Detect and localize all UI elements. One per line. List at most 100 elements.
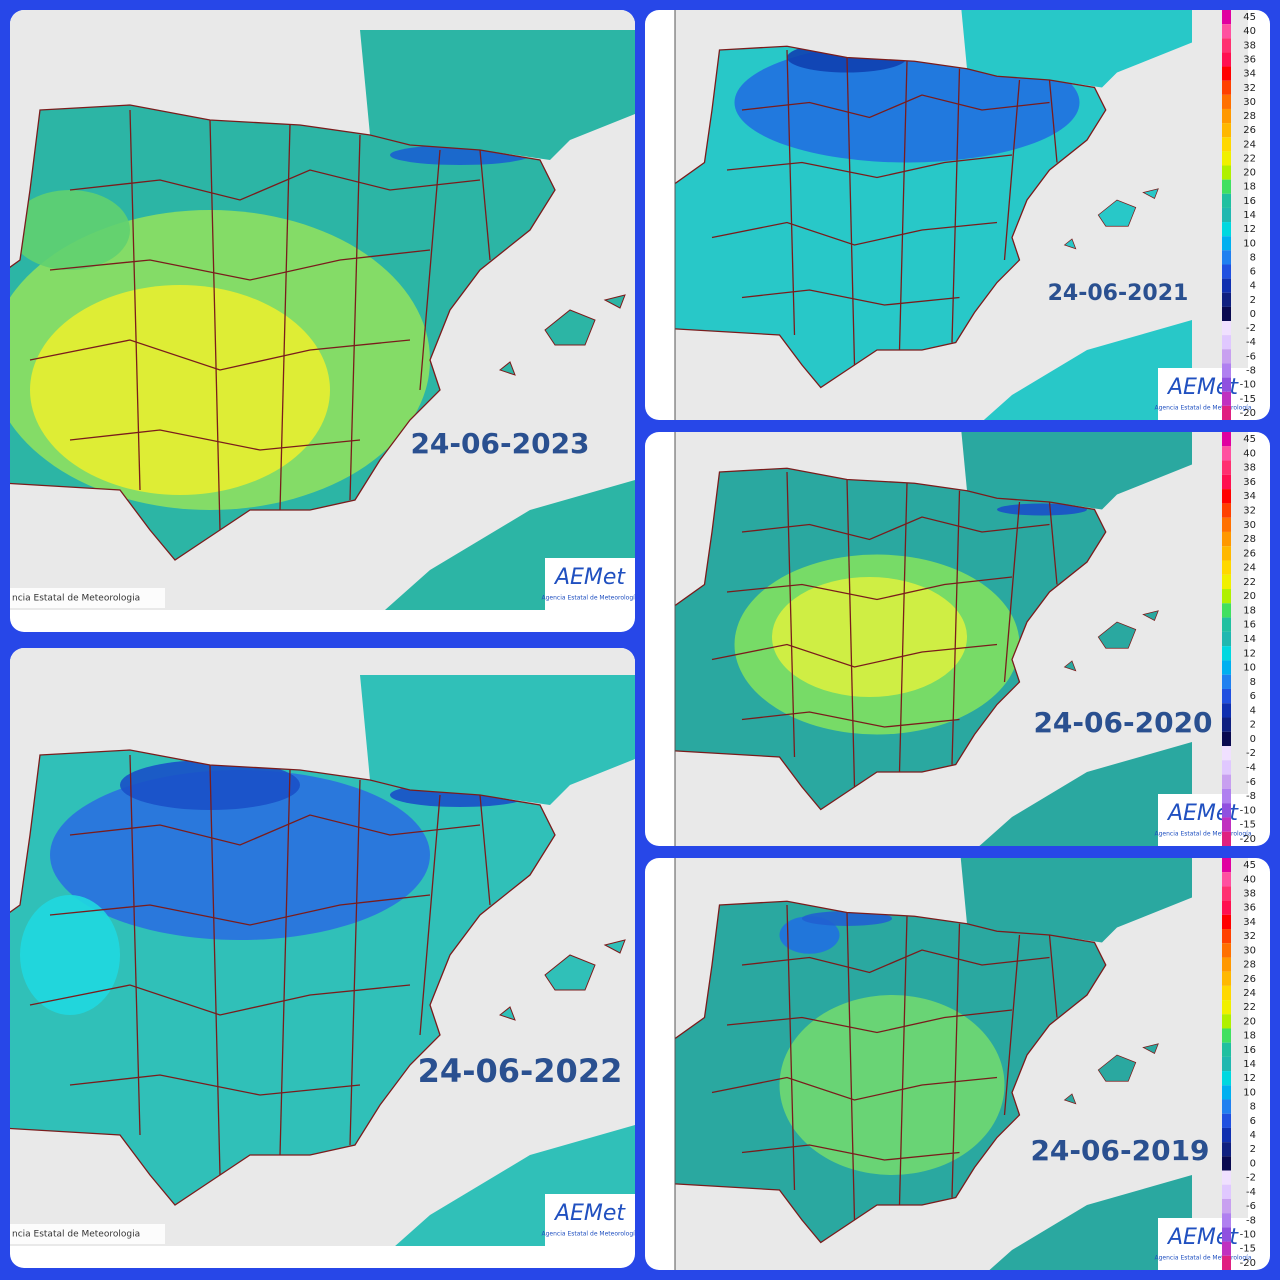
map-area: [675, 858, 1248, 1270]
legend-label: -15: [1240, 1244, 1256, 1255]
province-border: [951, 490, 961, 765]
legend-swatch: [1222, 746, 1231, 761]
legend-label: 32: [1243, 506, 1256, 517]
map: [10, 675, 635, 1246]
legend-swatch: [1222, 292, 1231, 307]
legend-label: 40: [1243, 448, 1256, 459]
legend-label: 4: [1250, 705, 1256, 716]
legend-swatch: [1222, 803, 1231, 818]
legend-swatch: [1222, 603, 1231, 618]
legend-label: 0: [1250, 734, 1256, 745]
legend-swatch: [1222, 660, 1231, 675]
province-border: [1003, 934, 1021, 1116]
temperature-area: [30, 285, 330, 495]
legend-swatch: [1222, 858, 1231, 873]
legend-swatch: [1222, 943, 1231, 958]
legend-swatch: [1222, 1198, 1231, 1214]
france: [959, 432, 1192, 510]
legend-swatch: [1222, 250, 1231, 265]
legend-swatch: [1222, 831, 1231, 846]
province-border: [69, 814, 481, 846]
legend-label: 30: [1243, 97, 1256, 108]
logo: AEMet: [553, 565, 626, 590]
province-border: [741, 711, 960, 728]
legend-label: -2: [1246, 748, 1256, 759]
province-border: [279, 769, 291, 1156]
legend-swatch: [1222, 193, 1231, 208]
logo-box: [1158, 368, 1248, 420]
legend-swatch: [1222, 165, 1231, 180]
africa: [340, 1115, 635, 1246]
legend-label: 14: [1243, 1059, 1256, 1070]
legend-label: 32: [1243, 931, 1256, 942]
legend-swatch: [1222, 788, 1231, 804]
legend-label: 40: [1243, 874, 1256, 885]
legend-swatch: [1222, 1213, 1231, 1228]
legend-swatch: [1222, 731, 1231, 747]
legend-swatch: [1222, 52, 1231, 67]
legend-label: -4: [1246, 337, 1256, 348]
legend-label: -8: [1246, 366, 1256, 377]
legend-swatch: [1222, 1056, 1231, 1072]
province-border: [726, 576, 1013, 601]
legend-label: 20: [1243, 591, 1256, 602]
map: [675, 858, 1192, 1270]
legend-label: 36: [1243, 54, 1256, 65]
legend-label: 2: [1250, 1144, 1256, 1155]
legend-label: 16: [1243, 196, 1256, 207]
legend-swatch: [1222, 38, 1231, 53]
map-panel: 24-06-2023 AEMet Agencia Estatal de Meteor…: [10, 10, 635, 632]
legend-label: -20: [1240, 1258, 1256, 1269]
legend-swatch: [1222, 617, 1231, 632]
legend-swatch: [1222, 66, 1231, 81]
legend-swatch: [1222, 929, 1231, 944]
province-border: [129, 109, 141, 491]
coastline: [10, 749, 556, 1206]
legend-swatch: [1222, 24, 1231, 39]
province-border: [1048, 79, 1058, 163]
legend-label: -8: [1246, 1215, 1256, 1226]
province-border: [69, 429, 361, 451]
logo: AEMet: [553, 1201, 626, 1226]
legend-swatch: [1222, 1085, 1231, 1100]
province-border: [726, 1009, 1013, 1034]
legend-swatch: [1222, 446, 1231, 461]
legend-label: 36: [1243, 477, 1256, 488]
temperature-area: [50, 770, 430, 940]
legend-swatch: [1222, 560, 1231, 575]
temperature-areas: [711, 904, 1058, 1221]
legend-swatch: [1222, 80, 1231, 95]
legend-label: 45: [1243, 12, 1256, 23]
legend-swatch: [1222, 222, 1231, 237]
legend-swatch: [1222, 179, 1231, 194]
province-border: [349, 134, 361, 501]
province-border: [846, 479, 856, 788]
legend-label: -8: [1246, 791, 1256, 802]
legend-swatch: [1222, 1014, 1231, 1029]
province-border: [479, 794, 491, 906]
legend-label: 45: [1243, 434, 1256, 445]
legend-label: 22: [1243, 577, 1256, 588]
legend-swatch: [1222, 108, 1231, 124]
island: [498, 1006, 516, 1021]
province-border: [69, 169, 481, 201]
legend-label: 34: [1243, 69, 1256, 80]
map: [10, 30, 635, 610]
island: [1142, 1043, 1159, 1055]
legend-swatch: [1222, 985, 1231, 1001]
legend-swatch: [1222, 957, 1231, 972]
logo-box: [545, 1194, 635, 1246]
credit-box: [10, 588, 165, 608]
date-label: 24-06-2022: [418, 1052, 623, 1090]
coastline: [675, 467, 1107, 811]
island: [1063, 660, 1077, 672]
legend-label: 4: [1250, 1130, 1256, 1141]
province-border: [741, 1144, 960, 1161]
map: [675, 432, 1192, 846]
island: [1142, 188, 1159, 200]
legend-swatch: [1222, 363, 1231, 378]
province-border: [349, 779, 361, 1146]
legend-label: 24: [1243, 988, 1256, 999]
